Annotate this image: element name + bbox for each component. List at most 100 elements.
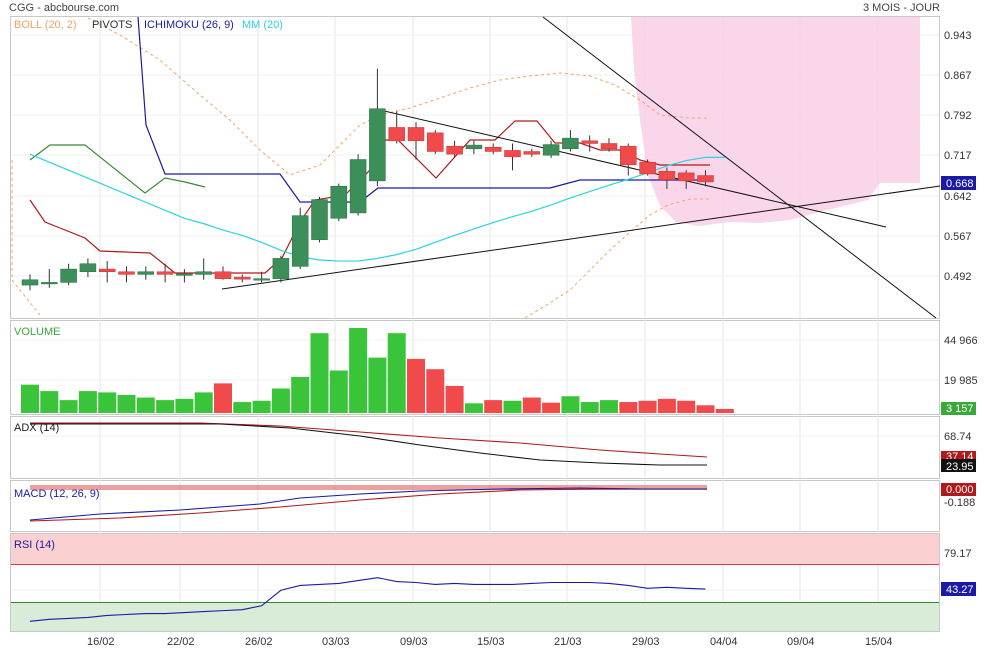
volume-bar <box>40 391 59 413</box>
volume-bar <box>638 400 657 413</box>
x-tick-label: 09/04 <box>787 636 815 648</box>
volume-bar <box>657 398 676 413</box>
ichimoku-kijun <box>137 16 710 203</box>
candle-down <box>156 271 174 275</box>
candle-up <box>60 268 77 283</box>
ichimoku-chikou <box>29 144 206 194</box>
volume-bar <box>98 392 117 413</box>
last-price-badge <box>941 176 976 190</box>
candle-up <box>253 278 270 281</box>
rsi-y-tick: 79.17 <box>944 548 972 560</box>
candlestick-series <box>21 68 714 291</box>
candle-down <box>523 151 541 155</box>
macd-y-tick: -0.188 <box>944 497 975 509</box>
x-tick-label: 29/03 <box>632 636 660 648</box>
candle-down <box>581 140 598 144</box>
volume-bar <box>464 403 483 413</box>
candle-up <box>562 137 579 150</box>
volume-panel-frame <box>10 320 940 415</box>
candle-down <box>677 172 695 182</box>
x-axis: 16/02 22/02 26/02 03/03 09/03 15/03 21/03 29/03… <box>87 636 893 648</box>
y-tick: 0.943 <box>944 30 972 42</box>
macd-title[interactable]: MACD (12, 26, 9) <box>14 488 100 500</box>
volume-bar <box>136 397 155 413</box>
x-tick-label: 15/03 <box>477 636 505 648</box>
adx-panel-frame <box>10 416 940 479</box>
rsi-oversold-zone <box>11 602 939 631</box>
candle-up <box>176 273 193 276</box>
adx-line-black <box>30 423 707 466</box>
macd-line <box>29 487 707 521</box>
x-tick-label: 21/03 <box>554 636 582 648</box>
trend-lines <box>221 16 941 319</box>
candle-down <box>214 271 232 279</box>
volume-y-tick: 44 966 <box>944 335 978 347</box>
volume-bar <box>349 328 368 413</box>
volume-bar <box>503 400 522 413</box>
x-tick-label: 15/04 <box>865 636 893 648</box>
candle-down <box>600 143 618 150</box>
volume-bar <box>561 396 580 413</box>
volume-bar <box>233 402 252 413</box>
candle-up <box>79 263 97 272</box>
candle-down <box>639 161 656 175</box>
candle-down <box>407 127 425 142</box>
volume-y-tick: 19 985 <box>944 375 978 387</box>
volume-bar <box>715 408 734 413</box>
volume-bar <box>522 397 541 413</box>
y-tick: 0.492 <box>944 271 972 283</box>
rsi-title[interactable]: RSI (14) <box>14 539 55 551</box>
volume-bar <box>677 400 696 413</box>
panel-frames <box>10 16 940 632</box>
period-label[interactable]: 3 MOIS - JOUR <box>862 2 940 14</box>
candle-down <box>658 171 676 181</box>
candle-up <box>330 185 348 219</box>
legend-ichimoku[interactable]: ICHIMOKU (26, 9) <box>144 19 234 31</box>
legend-pivots[interactable]: PIVOTS <box>92 19 132 31</box>
support-trendline <box>221 185 941 290</box>
y-tick: 0.567 <box>944 231 972 243</box>
candle-down <box>118 271 135 275</box>
candle-down <box>620 145 637 166</box>
resistance-trendline <box>379 109 887 228</box>
legend-mm[interactable]: MM (20) <box>242 19 283 31</box>
main-y-axis: 0.943 0.867 0.792 0.717 0.642 0.567 0.49… <box>944 30 972 283</box>
volume-bar <box>696 405 715 413</box>
adx-y-tick: 68.74 <box>944 431 972 443</box>
volume-bar <box>407 358 425 413</box>
volume-bar <box>445 385 464 413</box>
candle-up <box>291 215 309 267</box>
volume-series <box>21 328 734 413</box>
candle-up <box>542 144 560 156</box>
candle-up <box>349 159 367 214</box>
volume-bar <box>542 402 561 413</box>
x-tick-label: 22/02 <box>167 636 195 648</box>
legend-boll[interactable]: BOLL (20, 2) <box>14 19 77 31</box>
volume-bar <box>156 400 175 413</box>
candle-down <box>98 268 116 272</box>
bollinger-lower-2 <box>524 198 710 319</box>
volume-bar <box>368 357 387 413</box>
adx-red-badge <box>941 451 976 460</box>
volume-bar <box>252 400 271 413</box>
bollinger-upper <box>87 17 710 176</box>
candle-up <box>465 144 483 150</box>
candle-up <box>311 199 328 240</box>
rsi-last-value: 43.27 <box>946 584 974 596</box>
macd-histogram <box>30 485 707 490</box>
volume-last-badge <box>941 402 976 415</box>
y-tick: 0.867 <box>944 70 972 82</box>
x-tick-label: 09/03 <box>400 636 428 648</box>
candle-down <box>388 127 405 142</box>
volume-title[interactable]: VOLUME <box>14 326 60 338</box>
y-tick: 0.717 <box>944 150 972 162</box>
adx-title[interactable]: ADX (14) <box>14 422 59 434</box>
adx-black-value: 23.95 <box>946 461 974 473</box>
volume-bar <box>59 400 78 413</box>
candle-up <box>272 258 290 279</box>
volume-bar <box>580 402 599 413</box>
volume-bar <box>310 333 329 413</box>
chart-source-label: CGG - abcbourse.com <box>9 2 120 14</box>
x-tick-label: 03/03 <box>322 636 350 648</box>
